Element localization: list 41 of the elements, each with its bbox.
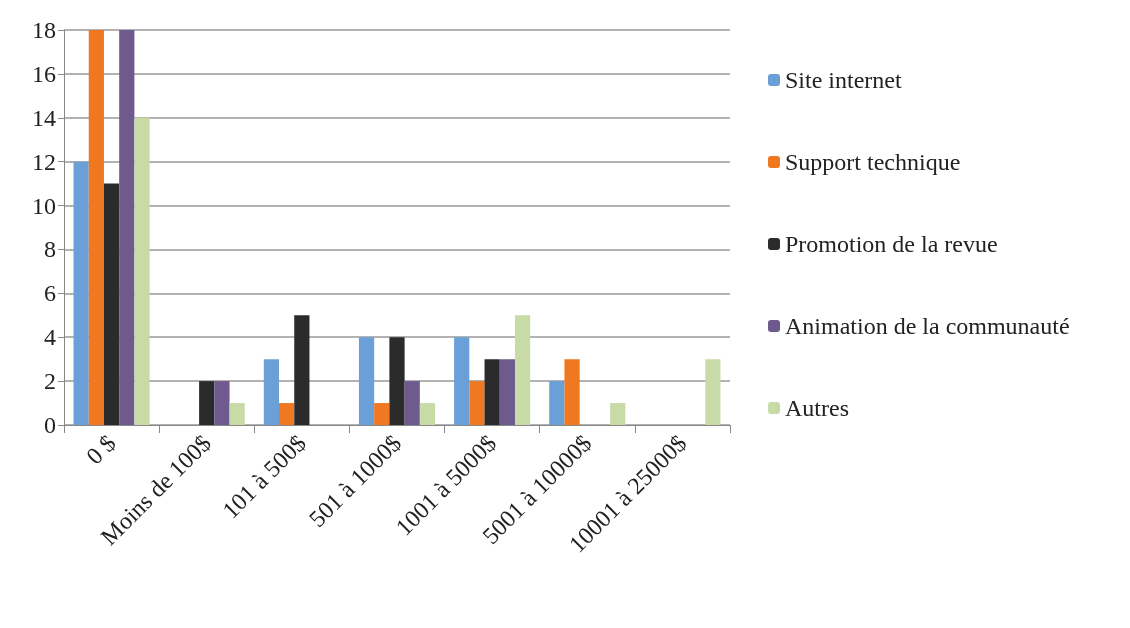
legend-label: Support technique — [785, 149, 961, 175]
y-tick-label: 2 — [44, 368, 56, 395]
bar — [514, 315, 531, 425]
y-tick-label: 0 — [44, 412, 56, 438]
bar — [119, 30, 135, 425]
y-tick-label: 10 — [32, 192, 56, 219]
y-tick-label: 18 — [32, 17, 56, 43]
bar — [404, 381, 420, 425]
y-tick-label: 6 — [44, 280, 56, 307]
bar — [705, 359, 721, 425]
bar — [564, 359, 580, 425]
bar — [389, 337, 405, 425]
bar — [263, 359, 280, 425]
bar — [454, 337, 470, 425]
legend-label: Animation de la communauté — [785, 313, 1070, 339]
y-tick-label: 12 — [32, 148, 56, 175]
bar — [279, 403, 295, 425]
bar — [358, 337, 375, 425]
y-tick-label: 4 — [44, 324, 56, 351]
bar — [294, 315, 310, 425]
bar — [374, 403, 390, 425]
legend-label: Promotion de la revue — [785, 231, 998, 257]
bar — [499, 359, 515, 425]
bar — [469, 381, 485, 425]
bar — [73, 161, 89, 425]
bar — [214, 381, 230, 425]
bar — [88, 30, 104, 425]
y-tick-label: 14 — [32, 104, 56, 131]
legend-label: Autres — [785, 395, 849, 421]
bar — [229, 403, 245, 425]
bar — [419, 403, 436, 425]
bar — [610, 403, 626, 425]
bar — [134, 117, 150, 425]
y-tick-label: 16 — [32, 60, 56, 87]
bar — [484, 359, 500, 425]
x-tick-label: 0 $ — [81, 429, 121, 470]
bar — [549, 381, 565, 425]
bar — [199, 381, 215, 425]
y-tick-label: 8 — [44, 236, 56, 263]
legend-label: Site internet — [785, 67, 902, 93]
bar — [103, 183, 120, 425]
